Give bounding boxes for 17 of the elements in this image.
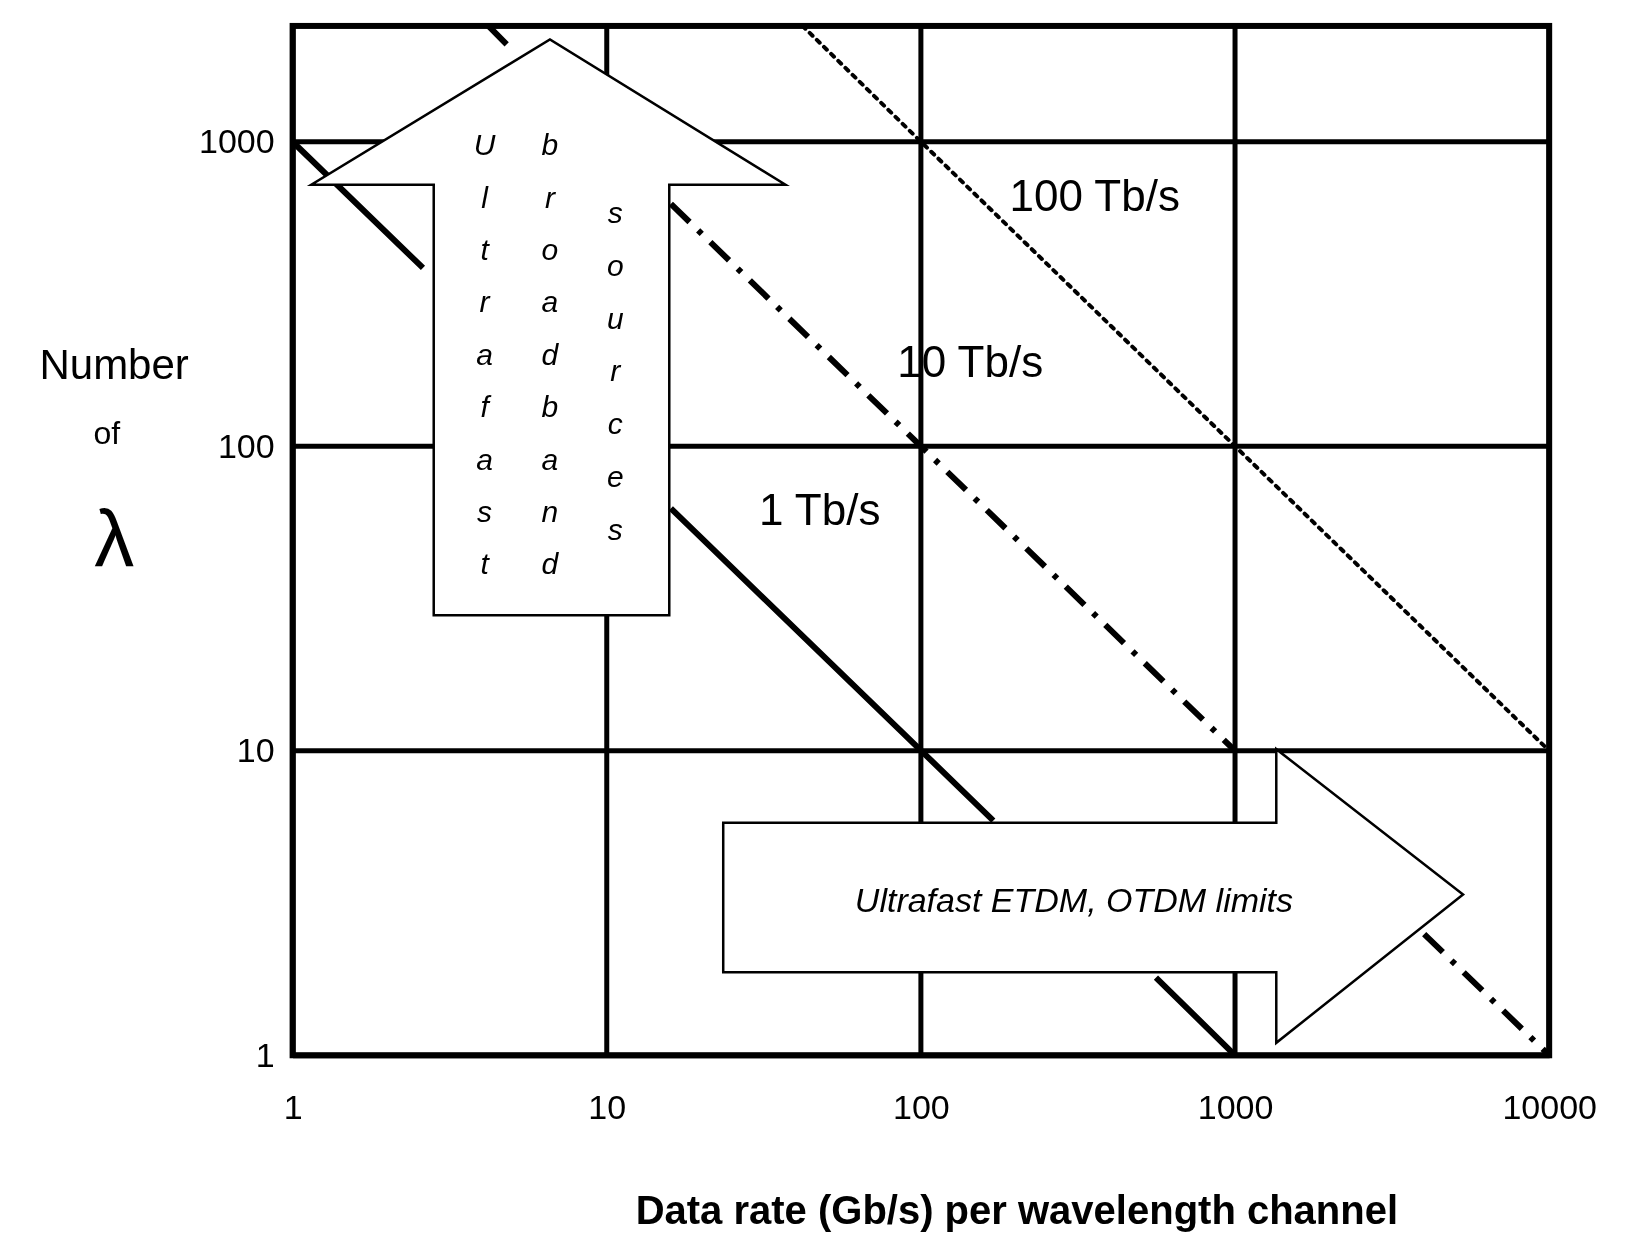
x-axis-title: Data rate (Gb/s) per wavelength channel bbox=[635, 1188, 1399, 1233]
text: broadband bbox=[541, 128, 559, 581]
text: Number of λ bbox=[39, 340, 189, 583]
text: Ultrafast bbox=[473, 128, 496, 581]
series-label: 1 Tb/s bbox=[758, 485, 881, 535]
x-tick-label: 100 bbox=[893, 1088, 950, 1127]
x-tick-label: 1 bbox=[283, 1088, 303, 1127]
x-tick-label: 10000 bbox=[1502, 1088, 1597, 1127]
y-tick-label: 100 bbox=[217, 426, 275, 465]
y-tick-label: 10 bbox=[236, 731, 275, 770]
y-tick-label: 1000 bbox=[198, 122, 275, 161]
annotation: sources bbox=[606, 195, 624, 547]
y-tick-label: 1 bbox=[255, 1035, 275, 1074]
annotation: Ultrafast ETDM, OTDM limits bbox=[854, 880, 1294, 919]
series-label: 100 Tb/s bbox=[1009, 170, 1180, 220]
x-tick-label: 1000 bbox=[1197, 1088, 1274, 1127]
x-tick-label: 10 bbox=[588, 1088, 627, 1127]
